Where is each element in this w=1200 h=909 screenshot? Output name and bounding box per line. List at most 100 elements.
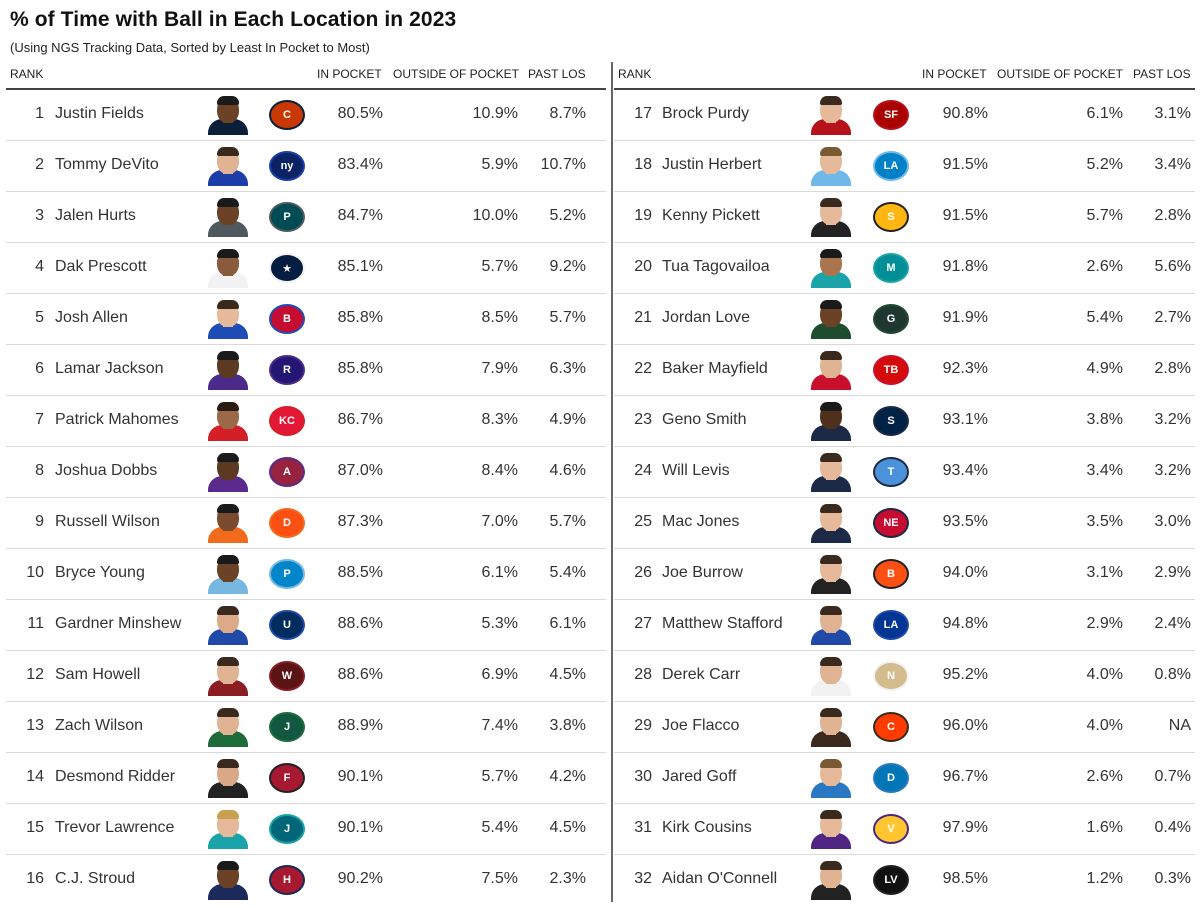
in-pocket-cell: 88.6% xyxy=(337,615,383,632)
outside-pocket-cell: 10.0% xyxy=(472,207,518,224)
player-name: Zach Wilson xyxy=(55,717,144,734)
past-los-cell: 4.2% xyxy=(549,768,586,785)
player-headshot-icon xyxy=(809,758,853,798)
player-name: Gardner Minshew xyxy=(55,615,182,632)
rank-cell: 31 xyxy=(634,819,652,836)
outside-pocket-cell: 3.4% xyxy=(1086,462,1123,479)
jaguars-logo-icon: J xyxy=(268,811,306,847)
in-pocket-cell: 90.1% xyxy=(337,819,383,836)
player-headshot-icon xyxy=(809,350,853,390)
table-body: 17 Brock Purdy SF 90.8% 6.1% 3.1% 18 Justin Her… xyxy=(614,90,1195,905)
table-row: 2 Tommy DeVito ny 83.4% 5.9% 10.7% xyxy=(6,141,606,192)
header-rank: RANK xyxy=(10,67,44,81)
table-row: 17 Brock Purdy SF 90.8% 6.1% 3.1% xyxy=(614,90,1195,141)
outside-pocket-cell: 5.7% xyxy=(1086,207,1123,224)
rank-cell: 18 xyxy=(634,156,652,173)
past-los-cell: 3.1% xyxy=(1154,105,1191,122)
outside-pocket-cell: 10.9% xyxy=(472,105,518,122)
table-row: 12 Sam Howell W 88.6% 6.9% 4.5% xyxy=(6,651,606,702)
outside-pocket-cell: 5.7% xyxy=(481,258,518,275)
rank-cell: 4 xyxy=(35,258,44,275)
header-past-los: PAST LOS xyxy=(528,67,586,81)
in-pocket-cell: 90.2% xyxy=(337,870,383,887)
outside-pocket-cell: 5.2% xyxy=(1086,156,1123,173)
player-headshot-icon xyxy=(809,605,853,645)
header-in-pocket: IN POCKET xyxy=(922,67,987,81)
player-name: Lamar Jackson xyxy=(55,360,164,377)
bills-logo-icon: B xyxy=(268,301,306,337)
packers-logo-icon: G xyxy=(872,301,910,337)
player-headshot-icon xyxy=(206,809,250,849)
past-los-cell: 3.2% xyxy=(1154,462,1191,479)
past-los-cell: 4.5% xyxy=(549,666,586,683)
player-name: Jared Goff xyxy=(662,768,737,785)
rank-cell: 23 xyxy=(634,411,652,428)
player-headshot-icon xyxy=(206,95,250,135)
in-pocket-cell: 88.6% xyxy=(337,666,383,683)
in-pocket-cell: 91.8% xyxy=(942,258,988,275)
player-name: Will Levis xyxy=(662,462,730,479)
in-pocket-cell: 94.0% xyxy=(942,564,988,581)
table-row: 24 Will Levis T 93.4% 3.4% 3.2% xyxy=(614,447,1195,498)
column-divider xyxy=(611,62,613,902)
browns-logo-icon: C xyxy=(872,709,910,745)
past-los-cell: 2.4% xyxy=(1154,615,1191,632)
table-row: 27 Matthew Stafford LA 94.8% 2.9% 2.4% xyxy=(614,600,1195,651)
past-los-cell: 2.8% xyxy=(1154,360,1191,377)
in-pocket-cell: 90.1% xyxy=(337,768,383,785)
page-subtitle: (Using NGS Tracking Data, Sorted by Leas… xyxy=(10,40,370,55)
rank-cell: 22 xyxy=(634,360,652,377)
past-los-cell: 4.6% xyxy=(549,462,586,479)
chiefs-logo-icon: KC xyxy=(268,403,306,439)
past-los-cell: 0.4% xyxy=(1154,819,1191,836)
player-headshot-icon xyxy=(809,707,853,747)
outside-pocket-cell: 7.9% xyxy=(481,360,518,377)
outside-pocket-cell: 6.9% xyxy=(481,666,518,683)
outside-pocket-cell: 8.4% xyxy=(481,462,518,479)
in-pocket-cell: 87.3% xyxy=(337,513,383,530)
table-row: 6 Lamar Jackson R 85.8% 7.9% 6.3% xyxy=(6,345,606,396)
in-pocket-cell: 86.7% xyxy=(337,411,383,428)
in-pocket-cell: 84.7% xyxy=(337,207,383,224)
player-headshot-icon xyxy=(206,146,250,186)
in-pocket-cell: 91.5% xyxy=(942,156,988,173)
outside-pocket-cell: 6.1% xyxy=(1086,105,1123,122)
player-headshot-icon xyxy=(809,146,853,186)
right-table: RANK IN POCKET OUTSIDE OF POCKET PAST LO… xyxy=(614,66,1195,905)
player-name: Sam Howell xyxy=(55,666,141,683)
player-headshot-icon xyxy=(206,452,250,492)
rank-cell: 19 xyxy=(634,207,652,224)
player-name: Kirk Cousins xyxy=(662,819,752,836)
table-row: 32 Aidan O'Connell LV 98.5% 1.2% 0.3% xyxy=(614,855,1195,905)
in-pocket-cell: 85.1% xyxy=(337,258,383,275)
player-name: Russell Wilson xyxy=(55,513,160,530)
rank-cell: 25 xyxy=(634,513,652,530)
rank-cell: 20 xyxy=(634,258,652,275)
player-name: C.J. Stroud xyxy=(55,870,136,887)
past-los-cell: 5.4% xyxy=(549,564,586,581)
player-headshot-icon xyxy=(206,860,250,900)
player-name: Joe Burrow xyxy=(662,564,743,581)
header-outside-pocket: OUTSIDE OF POCKET xyxy=(393,67,520,81)
player-headshot-icon xyxy=(809,860,853,900)
player-headshot-icon xyxy=(809,299,853,339)
rank-cell: 27 xyxy=(634,615,652,632)
player-name: Joe Flacco xyxy=(662,717,740,734)
past-los-cell: 5.7% xyxy=(549,513,586,530)
player-name: Bryce Young xyxy=(55,564,145,581)
past-los-cell: 5.6% xyxy=(1154,258,1191,275)
player-name: Matthew Stafford xyxy=(662,615,783,632)
in-pocket-cell: 97.9% xyxy=(942,819,988,836)
table-row: 16 C.J. Stroud H 90.2% 7.5% 2.3% xyxy=(6,855,606,905)
past-los-cell: 5.7% xyxy=(549,309,586,326)
rank-cell: 9 xyxy=(35,513,44,530)
table-row: 31 Kirk Cousins V 97.9% 1.6% 0.4% xyxy=(614,804,1195,855)
player-name: Desmond Ridder xyxy=(55,768,176,785)
in-pocket-cell: 80.5% xyxy=(337,105,383,122)
player-headshot-icon xyxy=(206,197,250,237)
rank-cell: 10 xyxy=(26,564,44,581)
ravens-logo-icon: R xyxy=(268,352,306,388)
buccaneers-logo-icon: TB xyxy=(872,352,910,388)
dolphins-logo-icon: M xyxy=(872,250,910,286)
player-name: Baker Mayfield xyxy=(662,360,768,377)
